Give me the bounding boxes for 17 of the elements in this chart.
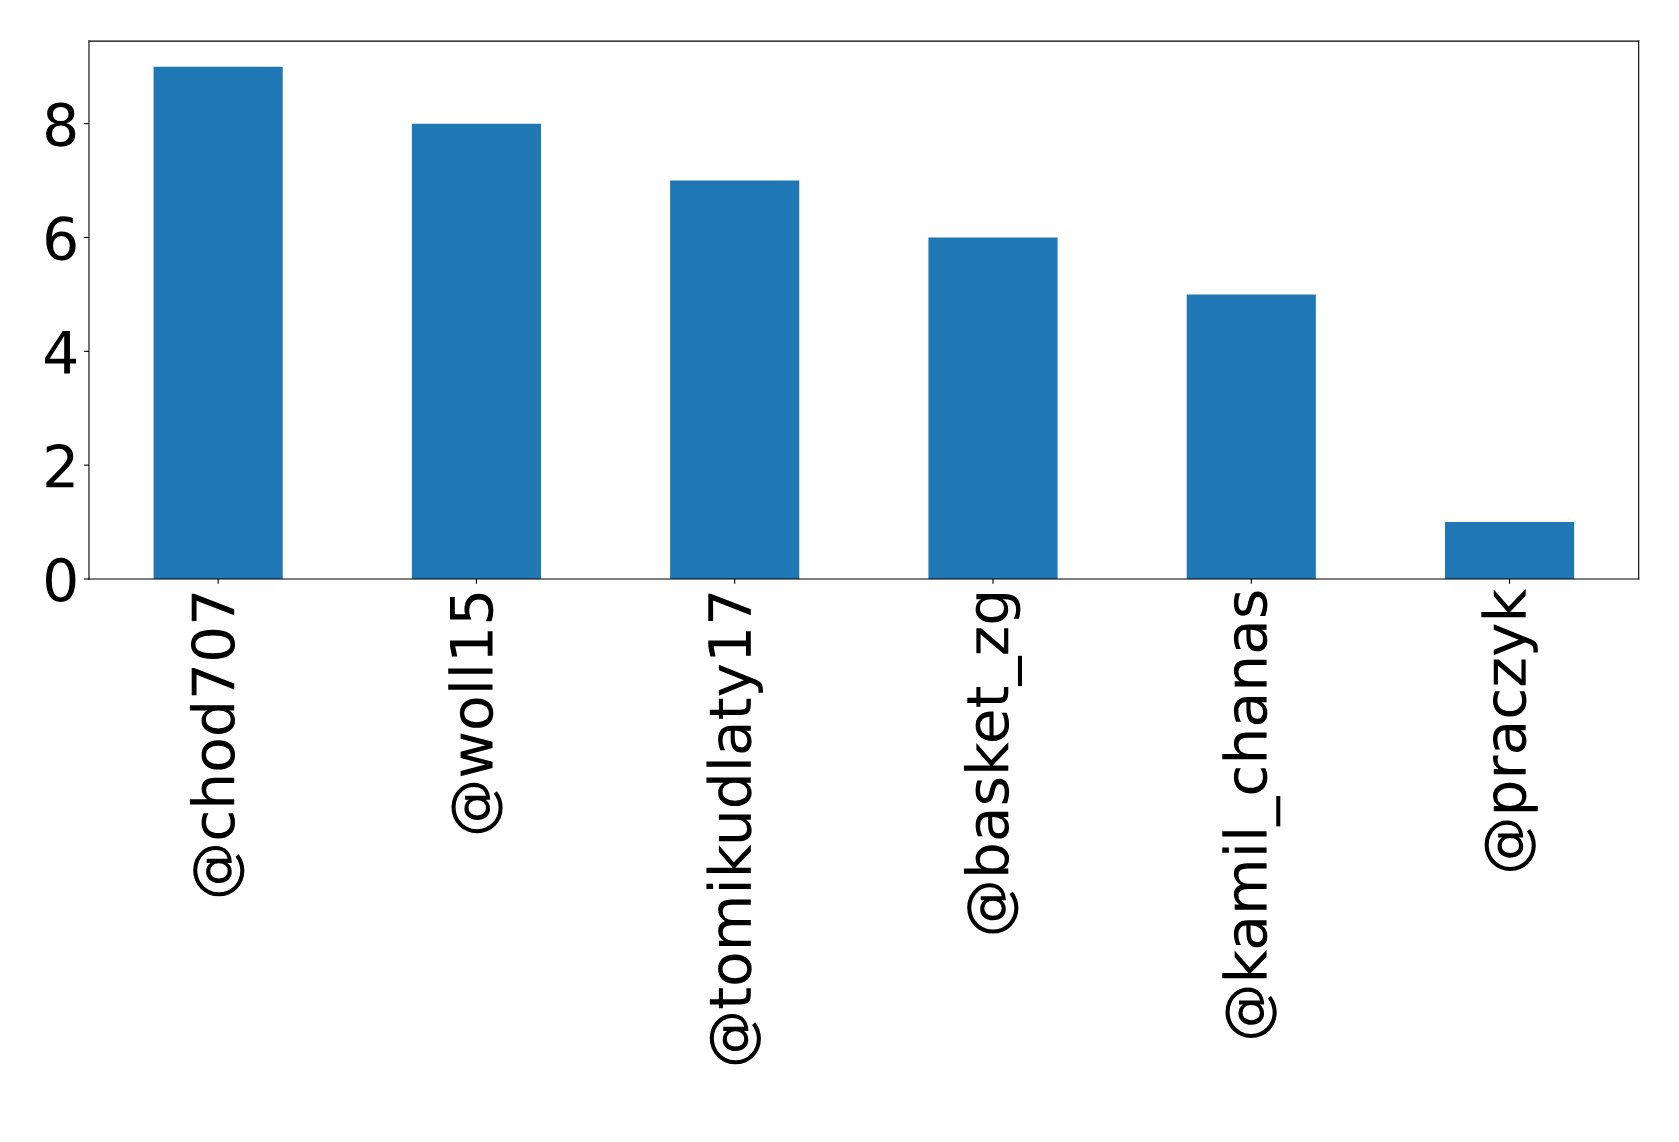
x-tick-label: @basket_zg: [963, 594, 1023, 934]
y-tick-label: 2: [46, 444, 74, 488]
bar: [928, 237, 1058, 579]
bar: [670, 180, 800, 579]
bar: [153, 66, 283, 579]
x-tick-label: @woll15: [448, 593, 503, 834]
bar: [1186, 294, 1316, 579]
x-tick-label: @tomikudlaty17: [706, 593, 763, 1065]
y-tick-label: 8: [46, 102, 76, 147]
x-tick-label: @praczyk: [1481, 588, 1538, 871]
y-tick-label: 0: [46, 557, 76, 602]
y-tick-label: 4: [45, 330, 76, 374]
x-tick-label: @chod707: [189, 593, 245, 897]
y-tick-label: 6: [46, 216, 76, 261]
bar: [411, 123, 541, 579]
bar: [1444, 522, 1575, 579]
x-tick-label: @kamil_chanas: [1222, 591, 1281, 1038]
